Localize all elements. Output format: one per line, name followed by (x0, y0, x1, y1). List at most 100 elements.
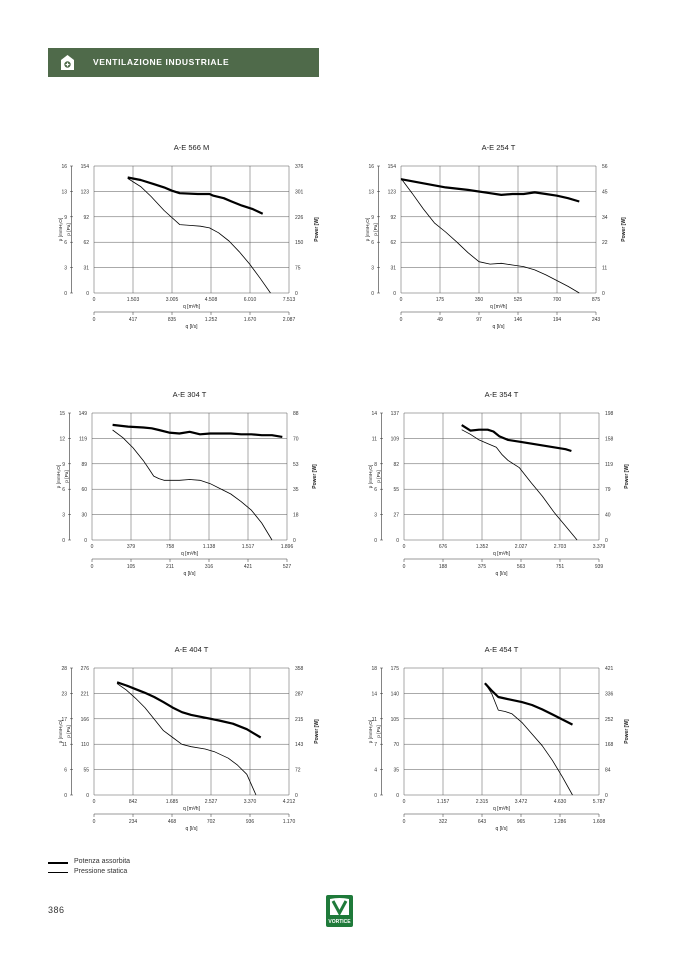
tick-label-pa: 149 (79, 411, 88, 417)
tick-label-pa: 70 (393, 742, 399, 748)
tick-label-m3h: 1.896 (281, 544, 294, 550)
tick-label-m3h: 3.379 (593, 544, 606, 550)
tick-label-m3h: 1.157 (437, 799, 450, 805)
tick-label-mmh2o: 9 (62, 462, 65, 468)
x-axis-title-m3h: q [m³/h] (493, 806, 511, 812)
tick-label-ls: 751 (556, 564, 565, 570)
tick-label-m3h: 842 (129, 799, 138, 805)
tick-label-mmh2o: 17 (61, 717, 67, 723)
y-axis-title-power: Power [W] (621, 217, 627, 242)
tick-label-pa: 105 (391, 717, 400, 723)
tick-label-mmh2o: 6 (371, 240, 374, 246)
tick-label-power: 70 (293, 436, 299, 442)
section-banner: VENTILAZIONE INDUSTRIALE (48, 48, 319, 77)
tick-label-ls: 49 (437, 317, 443, 323)
series-line-pressure (400, 178, 580, 294)
x-axis-title-m3h: q [m³/h] (490, 304, 508, 310)
tick-label-power: 143 (295, 742, 304, 748)
y-axis-title-power: Power [W] (314, 217, 320, 242)
tick-label-pa: 31 (390, 266, 396, 272)
tick-label-pa: 0 (396, 793, 399, 799)
tick-label-mmh2o: 6 (64, 240, 67, 246)
tick-label-pa: 82 (393, 462, 399, 468)
tick-label-pa: 92 (83, 215, 89, 221)
tick-label-ls: 211 (166, 564, 174, 570)
y-axis-title-pa: p [Pa] (66, 725, 72, 738)
chart-title: A-E 454 T (485, 645, 519, 654)
tick-label-power: 18 (293, 513, 299, 519)
tick-label-ls: 0 (93, 317, 96, 323)
tick-label-pa: 35 (393, 768, 399, 774)
tick-label-mmh2o: 3 (374, 513, 377, 519)
tick-label-mmh2o: 14 (371, 411, 377, 417)
series-line-power (127, 176, 264, 215)
tick-label-m3h: 175 (436, 297, 445, 303)
tick-label-ls: 97 (476, 317, 482, 323)
tick-label-pa: 60 (81, 487, 87, 493)
tick-label-m3h: 0 (91, 544, 94, 550)
x-axis-title-m3h: q [m³/h] (181, 551, 199, 557)
x-axis-title-ls: q [l/s] (184, 571, 197, 577)
tick-label-pa: 0 (84, 538, 87, 544)
tick-label-ls: 0 (91, 564, 94, 570)
tick-label-mmh2o: 3 (371, 266, 374, 272)
tick-label-pa: 109 (391, 436, 400, 442)
tick-label-power: 75 (295, 266, 301, 272)
tick-label-m3h: 4.630 (554, 799, 567, 805)
tick-label-power: 287 (295, 691, 304, 697)
tick-label-mmh2o: 0 (374, 793, 377, 799)
tick-label-mmh2o: 6 (64, 768, 67, 774)
tick-label-mmh2o: 9 (371, 215, 374, 221)
tick-label-ls: 417 (129, 317, 138, 323)
tick-label-m3h: 758 (166, 544, 175, 550)
series-line-power (461, 424, 572, 453)
tick-label-power: 336 (605, 691, 614, 697)
tick-label-power: 0 (605, 538, 608, 544)
tick-label-m3h: 3.005 (166, 297, 179, 303)
tick-label-pa: 30 (81, 513, 87, 519)
y-axis-title-mmh2o: p [mmH₂O] (58, 720, 64, 744)
section-title: VENTILAZIONE INDUSTRIALE (93, 57, 230, 67)
tick-label-m3h: 0 (403, 544, 406, 550)
vortice-logo: VORTICE (326, 895, 353, 927)
y-axis-title-mmh2o: p [mmH₂O] (368, 720, 374, 744)
tick-label-power: 56 (602, 164, 608, 170)
tick-label-m3h: 700 (553, 297, 562, 303)
tick-label-m3h: 3.472 (515, 799, 528, 805)
tick-label-ls: 0 (93, 819, 96, 825)
tick-label-mmh2o: 28 (61, 666, 67, 672)
tick-label-pa: 31 (83, 266, 89, 272)
tick-label-m3h: 875 (592, 297, 601, 303)
tick-label-power: 376 (295, 164, 304, 170)
tick-label-m3h: 4.508 (205, 297, 218, 303)
series-line-power (484, 682, 573, 726)
tick-label-ls: 1.170 (283, 819, 296, 825)
tick-label-m3h: 7.513 (283, 297, 296, 303)
tick-label-m3h: 525 (514, 297, 523, 303)
tick-label-power: 252 (605, 717, 614, 723)
y-axis-title-pa: p [Pa] (64, 470, 70, 483)
legend-label-power: Potenza assorbita (74, 858, 131, 865)
tick-label-power: 226 (295, 215, 304, 221)
tick-label-ls: 1.286 (554, 819, 567, 825)
y-axis-title-mmh2o: p [mmH₂O] (58, 218, 64, 242)
tick-label-pa: 0 (86, 793, 89, 799)
tick-label-pa: 62 (83, 240, 89, 246)
tick-label-pa: 55 (83, 768, 89, 774)
tick-label-power: 198 (605, 411, 614, 417)
tick-label-power: 35 (293, 487, 299, 493)
tick-label-power: 0 (293, 538, 296, 544)
tick-label-mmh2o: 0 (64, 793, 67, 799)
tick-label-pa: 175 (391, 666, 400, 672)
tick-label-power: 40 (605, 513, 611, 519)
tick-label-ls: 1.608 (593, 819, 606, 825)
tick-label-pa: 110 (81, 742, 89, 748)
tick-label-ls: 468 (168, 819, 177, 825)
tick-label-pa: 276 (81, 666, 90, 672)
chart-title: A-E 566 M (174, 143, 209, 152)
tick-label-ls: 1.252 (205, 317, 218, 323)
tick-label-pa: 0 (396, 538, 399, 544)
tick-label-mmh2o: 12 (59, 436, 65, 442)
tick-label-mmh2o: 7 (374, 742, 377, 748)
